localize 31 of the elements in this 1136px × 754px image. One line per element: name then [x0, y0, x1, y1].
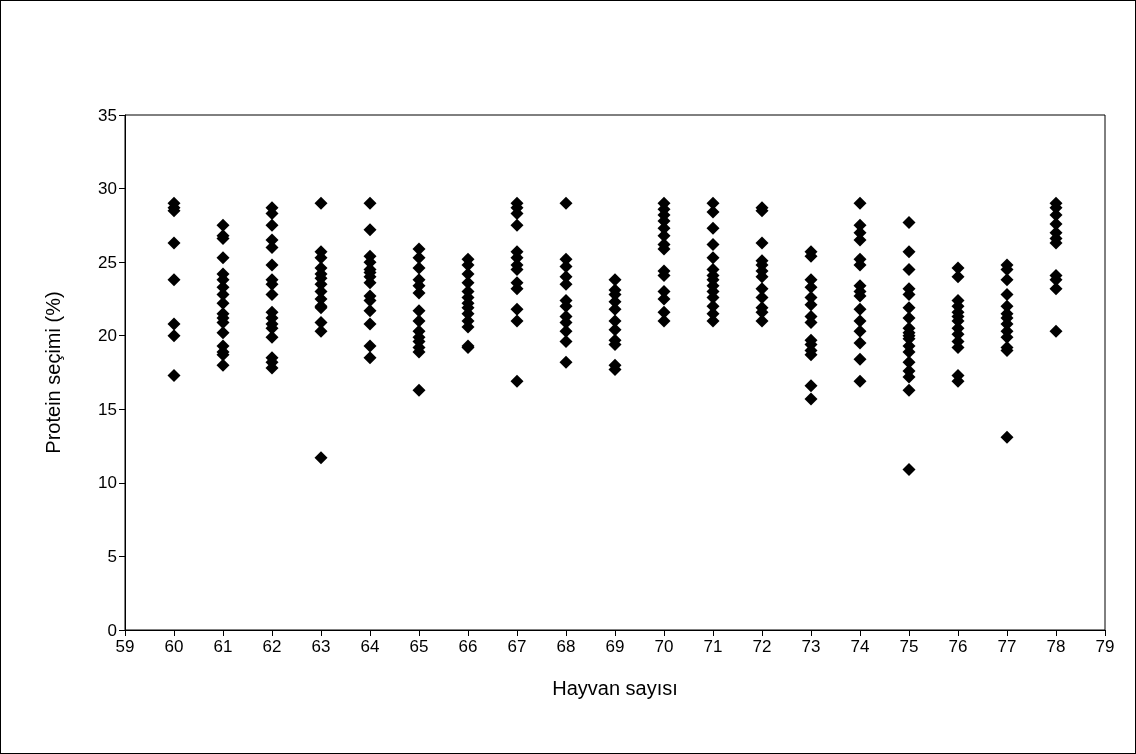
- y-tick-label: 35: [98, 105, 117, 125]
- x-tick-label: 74: [850, 637, 870, 656]
- x-tick-label: 68: [556, 637, 576, 656]
- x-axis-title: Hayvan sayısı: [552, 677, 678, 699]
- y-tick-label: 20: [98, 326, 117, 346]
- x-tick-label: 59: [115, 637, 135, 656]
- x-tick-label: 66: [458, 637, 478, 656]
- y-axis-title: Protein seçimi (%): [42, 291, 64, 454]
- x-tick-label: 61: [213, 637, 233, 656]
- x-tick-label: 60: [164, 637, 184, 656]
- y-tick-label: 10: [98, 473, 117, 493]
- x-tick-label: 75: [899, 637, 919, 656]
- x-tick-label: 65: [409, 637, 429, 656]
- x-tick-label: 67: [507, 637, 527, 656]
- x-tick-label: 79: [1095, 637, 1115, 656]
- x-tick-label: 77: [997, 637, 1017, 656]
- y-tick-label: 30: [98, 179, 117, 199]
- x-tick-label: 78: [1046, 637, 1066, 656]
- x-tick-label: 69: [605, 637, 625, 656]
- y-tick-label: 5: [107, 546, 117, 566]
- x-tick-label: 62: [262, 637, 282, 656]
- x-tick-label: 72: [752, 637, 772, 656]
- x-tick-label: 71: [703, 637, 723, 656]
- y-tick-label: 0: [107, 620, 117, 640]
- x-tick-label: 76: [948, 637, 968, 656]
- x-tick-label: 73: [801, 637, 821, 656]
- y-tick-label: 25: [98, 252, 117, 272]
- x-tick-label: 63: [311, 637, 331, 656]
- x-tick-label: 64: [360, 637, 380, 656]
- y-tick-label: 15: [98, 399, 117, 419]
- x-tick-label: 70: [654, 637, 674, 656]
